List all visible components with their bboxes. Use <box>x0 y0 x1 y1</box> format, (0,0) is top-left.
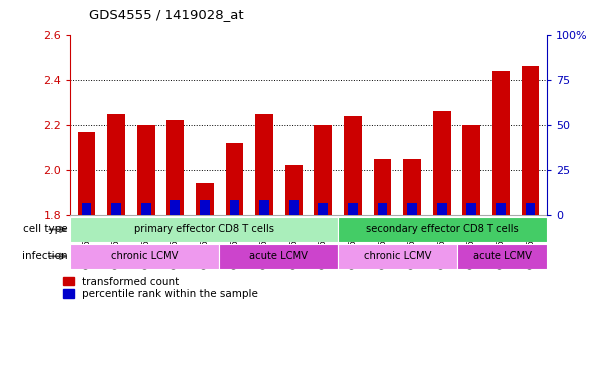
Bar <box>166 120 185 215</box>
Text: primary effector CD8 T cells: primary effector CD8 T cells <box>134 224 274 235</box>
Text: GDS4555 / 1419028_at: GDS4555 / 1419028_at <box>89 8 243 21</box>
Bar <box>408 203 417 215</box>
Bar <box>315 125 332 215</box>
Bar <box>348 203 358 215</box>
Bar <box>466 203 476 215</box>
Bar <box>525 203 535 215</box>
Bar <box>259 200 269 215</box>
Bar <box>170 200 180 215</box>
Bar <box>255 114 273 215</box>
Bar <box>230 200 240 215</box>
Bar <box>344 116 362 215</box>
Bar <box>458 244 547 269</box>
Bar <box>70 217 338 242</box>
Bar <box>378 203 387 215</box>
Bar <box>111 203 121 215</box>
Bar <box>338 217 547 242</box>
Bar <box>70 244 219 269</box>
Bar <box>137 125 155 215</box>
Bar <box>318 203 328 215</box>
Text: secondary effector CD8 T cells: secondary effector CD8 T cells <box>366 224 519 235</box>
Legend: transformed count, percentile rank within the sample: transformed count, percentile rank withi… <box>64 276 258 299</box>
Bar <box>374 159 392 215</box>
Bar <box>492 71 510 215</box>
Bar <box>285 166 302 215</box>
Bar <box>496 203 506 215</box>
Text: infection: infection <box>21 251 67 262</box>
Bar <box>463 125 480 215</box>
Bar <box>200 200 210 215</box>
Bar <box>437 203 447 215</box>
Bar <box>433 111 451 215</box>
Text: chronic LCMV: chronic LCMV <box>111 251 178 262</box>
Bar <box>141 203 151 215</box>
Bar <box>522 66 540 215</box>
Text: acute LCMV: acute LCMV <box>249 251 309 262</box>
Bar <box>403 159 421 215</box>
Bar <box>338 244 458 269</box>
Text: cell type: cell type <box>23 224 67 235</box>
Text: acute LCMV: acute LCMV <box>473 251 532 262</box>
Bar <box>289 200 299 215</box>
Bar <box>108 114 125 215</box>
Bar <box>219 244 338 269</box>
Text: chronic LCMV: chronic LCMV <box>364 251 431 262</box>
Bar <box>196 184 214 215</box>
Bar <box>78 132 95 215</box>
Bar <box>225 143 243 215</box>
Bar <box>82 203 92 215</box>
